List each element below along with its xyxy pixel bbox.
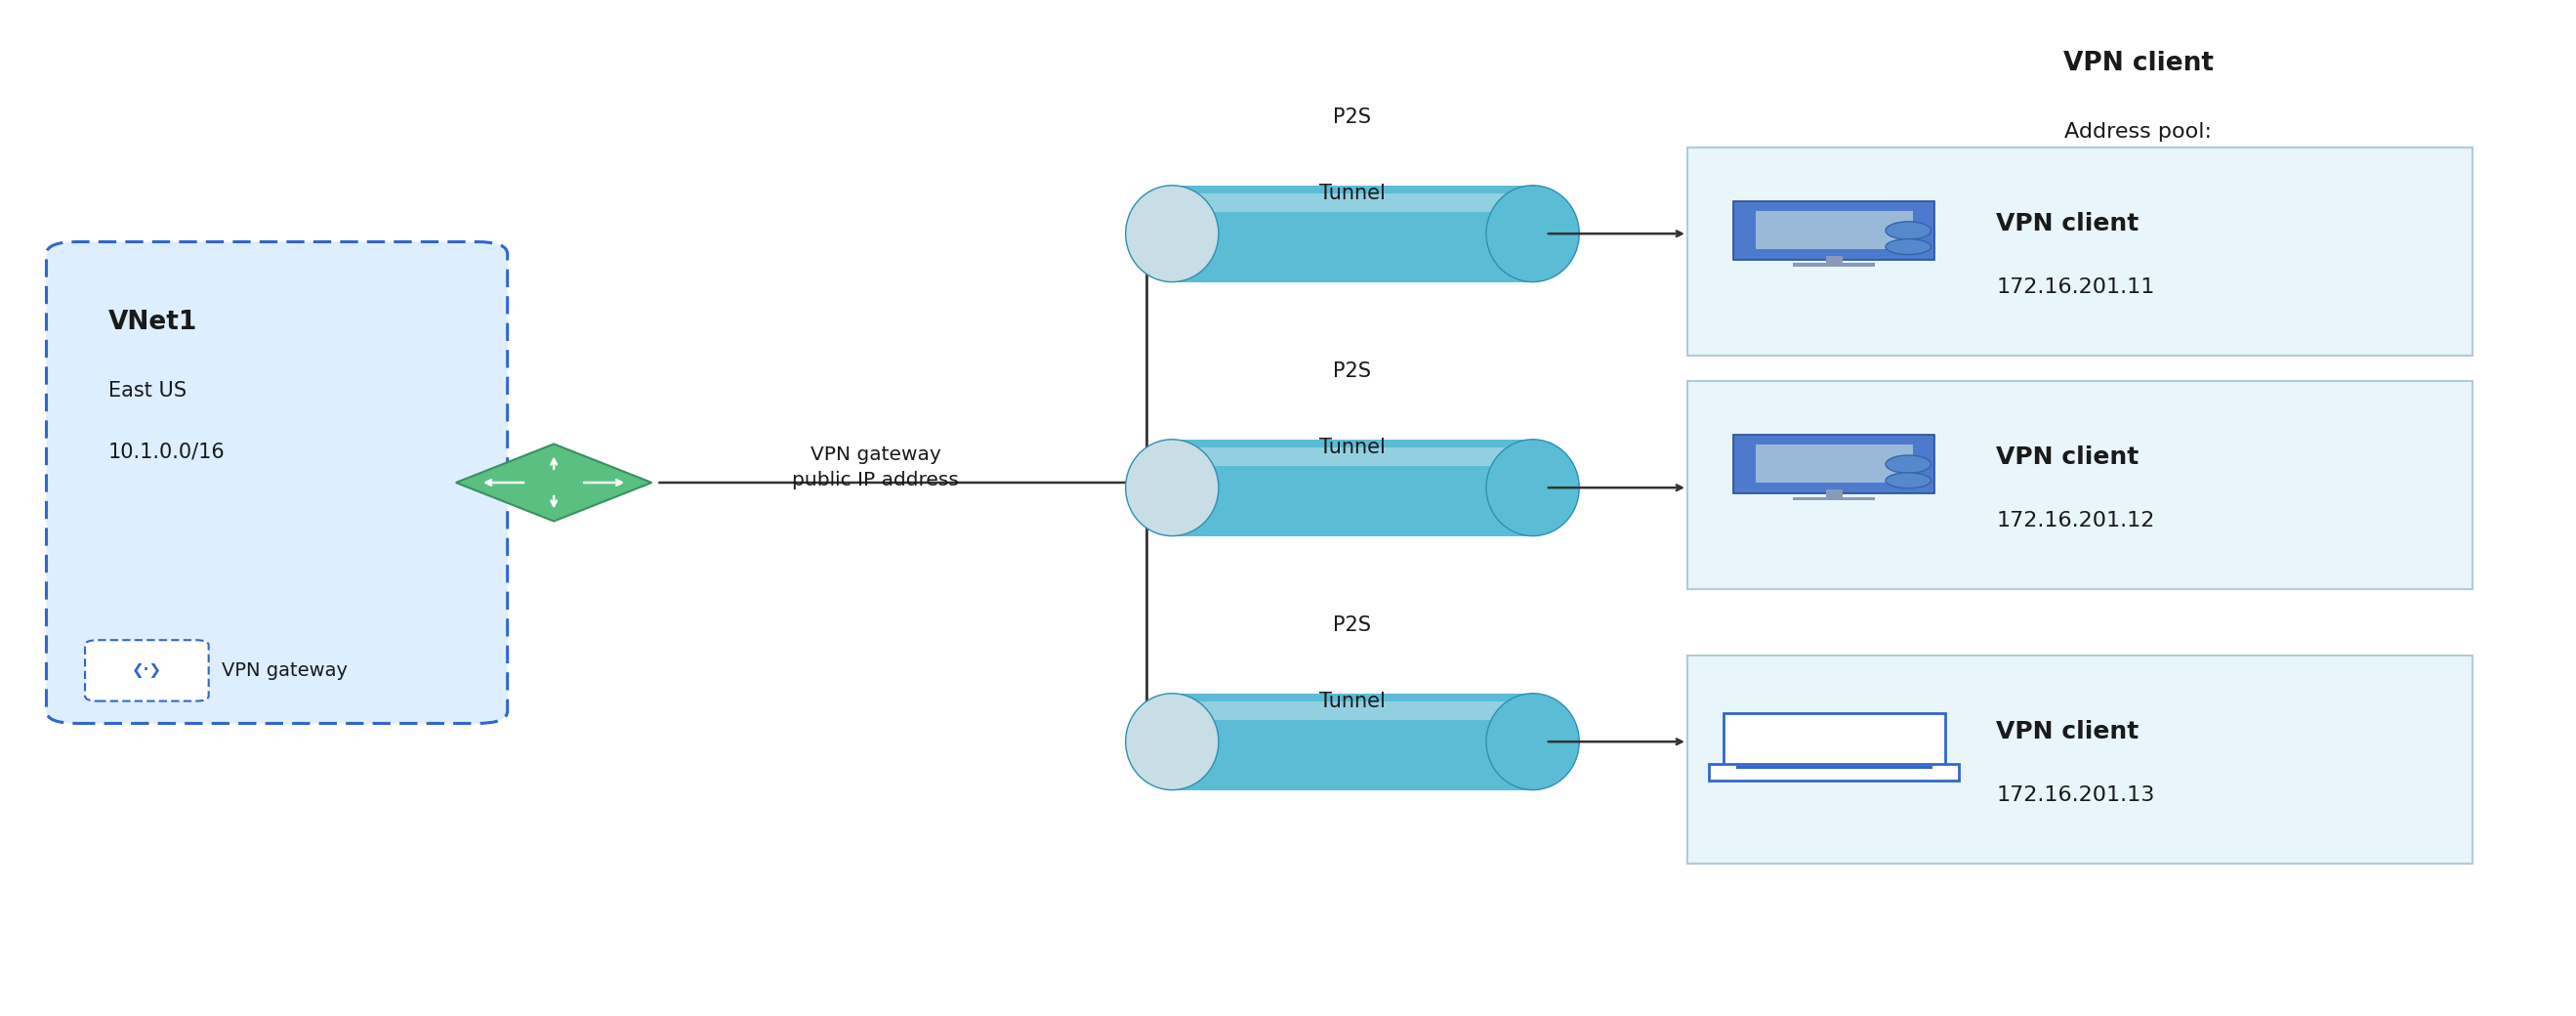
Text: P2S: P2S	[1334, 362, 1370, 381]
Text: 172.16.201.11: 172.16.201.11	[1996, 277, 2156, 297]
FancyBboxPatch shape	[1734, 435, 1935, 494]
Ellipse shape	[1126, 693, 1218, 790]
FancyBboxPatch shape	[1172, 185, 1533, 281]
Circle shape	[1886, 455, 1932, 473]
FancyBboxPatch shape	[1793, 263, 1875, 267]
FancyBboxPatch shape	[1687, 655, 2473, 864]
Text: VPN gateway: VPN gateway	[222, 661, 348, 680]
Text: 172.16.201.13: 172.16.201.13	[1996, 785, 2156, 805]
FancyBboxPatch shape	[1734, 201, 1935, 260]
Text: 172.16.201.12: 172.16.201.12	[1996, 511, 2156, 530]
Circle shape	[1886, 221, 1932, 240]
Ellipse shape	[1126, 185, 1218, 281]
FancyBboxPatch shape	[1172, 693, 1533, 790]
Text: Tunnel: Tunnel	[1319, 692, 1386, 711]
FancyBboxPatch shape	[1687, 381, 2473, 589]
Text: VNet1: VNet1	[108, 310, 198, 335]
FancyBboxPatch shape	[1826, 256, 1842, 264]
FancyBboxPatch shape	[1754, 210, 1914, 249]
Text: Address pool:: Address pool:	[2063, 122, 2213, 141]
FancyBboxPatch shape	[46, 242, 507, 723]
Text: VPN gateway
public IP address: VPN gateway public IP address	[793, 445, 958, 490]
Text: Tunnel: Tunnel	[1319, 184, 1386, 203]
FancyBboxPatch shape	[1172, 447, 1533, 466]
Text: VPN client: VPN client	[2063, 51, 2213, 76]
FancyBboxPatch shape	[1793, 497, 1875, 501]
Text: VPN client: VPN client	[1996, 720, 2138, 744]
FancyBboxPatch shape	[1723, 713, 1945, 772]
Ellipse shape	[1126, 439, 1218, 535]
Ellipse shape	[1886, 472, 1932, 489]
FancyBboxPatch shape	[1687, 147, 2473, 356]
Text: ❮·❯: ❮·❯	[131, 663, 162, 678]
Text: VPN client: VPN client	[1996, 212, 2138, 236]
FancyBboxPatch shape	[1708, 764, 1960, 780]
Ellipse shape	[1486, 439, 1579, 535]
Text: P2S: P2S	[1334, 108, 1370, 127]
Text: VPN client: VPN client	[1996, 446, 2138, 469]
Polygon shape	[456, 444, 652, 521]
Ellipse shape	[1486, 693, 1579, 790]
Text: 10.1.0.0/16: 10.1.0.0/16	[108, 442, 224, 461]
FancyBboxPatch shape	[1826, 490, 1842, 498]
Ellipse shape	[1486, 185, 1579, 281]
Text: Tunnel: Tunnel	[1319, 438, 1386, 457]
Text: P2S: P2S	[1334, 616, 1370, 635]
FancyBboxPatch shape	[1172, 439, 1533, 535]
Text: East US: East US	[108, 381, 185, 400]
Text: 172.16.201.0/24: 172.16.201.0/24	[2048, 183, 2228, 202]
FancyBboxPatch shape	[1172, 701, 1533, 720]
FancyBboxPatch shape	[85, 640, 209, 701]
FancyBboxPatch shape	[1736, 766, 1932, 768]
Ellipse shape	[1886, 239, 1932, 254]
FancyBboxPatch shape	[1172, 193, 1533, 212]
FancyBboxPatch shape	[1754, 444, 1914, 483]
